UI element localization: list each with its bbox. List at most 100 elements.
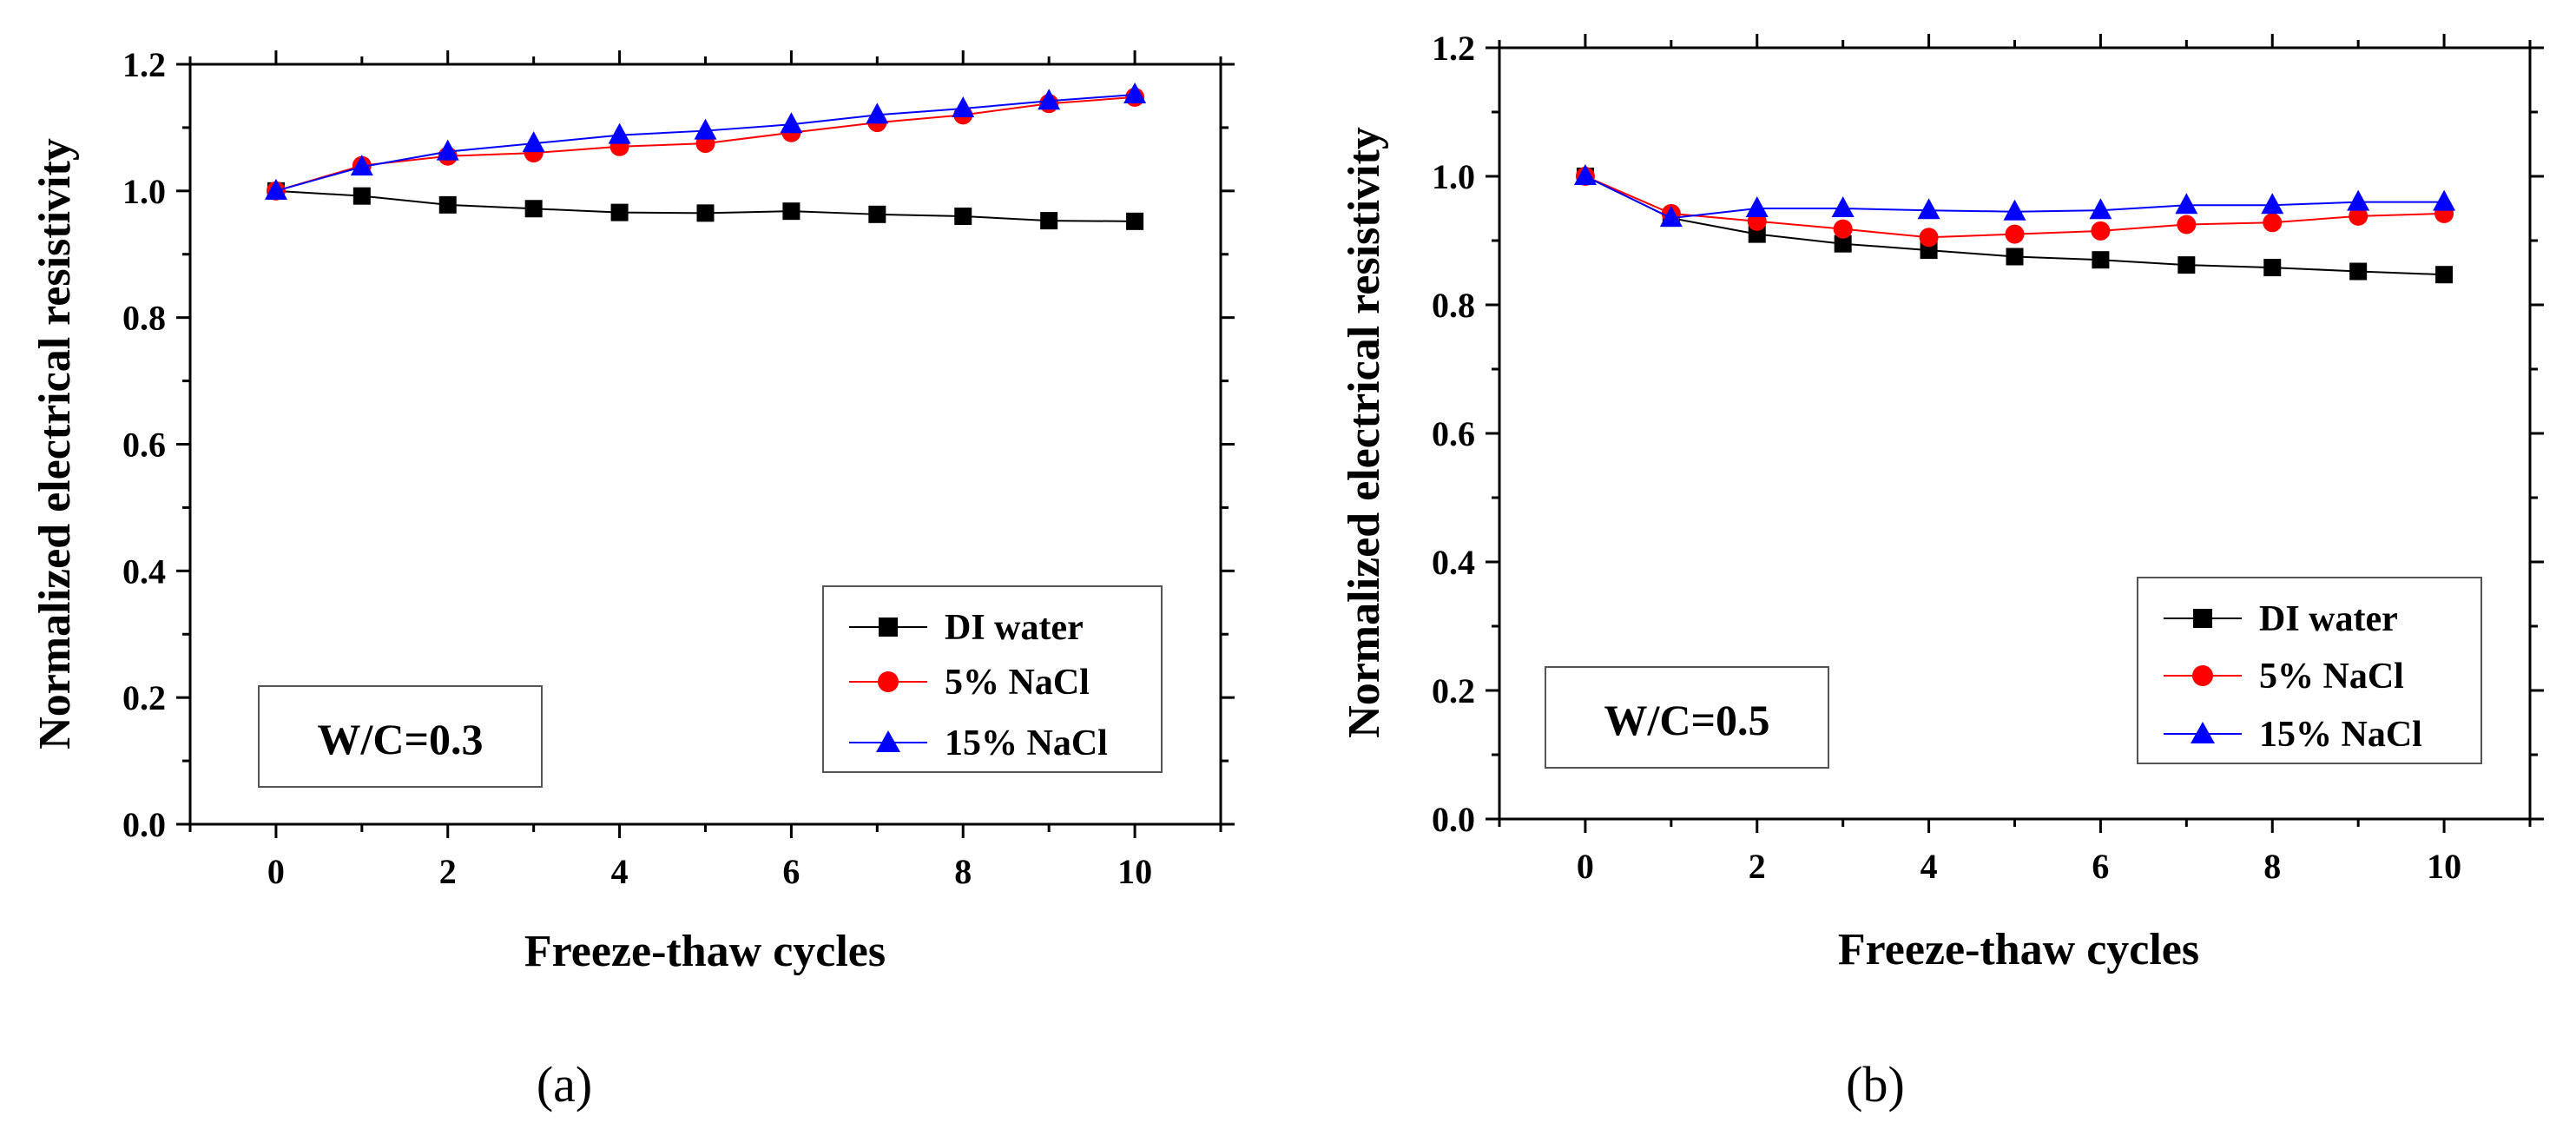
x-tick-label-a: 10 [1117,852,1152,891]
data-point-b-2-4 [1917,198,1940,220]
data-point-a-2-9 [1038,89,1061,110]
data-point-a-2-10 [1123,83,1147,103]
y-tick-label-b: 0.0 [1432,800,1475,839]
data-point-a-2-7 [866,102,889,124]
data-point-b-1-7 [2177,215,2197,234]
panel-label-a: (a) [537,1056,592,1113]
data-point-a-0-6 [782,202,800,221]
y-tick-label-b: 0.8 [1432,286,1475,325]
legend-item-b-1: 5% NaCl [2164,657,2404,697]
data-point-a-0-4 [610,203,629,221]
data-point-a-2-8 [952,96,975,118]
x-tick-label-b: 0 [1577,847,1594,886]
y-tick-label-a: 0.2 [122,678,166,717]
y-tick-label-b: 0.2 [1432,671,1475,710]
data-point-b-1-8 [2263,213,2283,233]
data-point-b-0-2 [1748,225,1766,243]
data-point-b-2-8 [2261,193,2284,215]
data-point-a-0-2 [438,195,457,214]
y-tick-label-b: 0.4 [1432,543,1475,582]
legend-a: DI water 5% NaCl 15% NaCl [822,585,1163,773]
data-point-b-2-7 [2175,193,2198,215]
x-tick-label-a: 0 [267,852,285,891]
data-point-b-0-8 [2263,259,2282,277]
legend-label-b-2: 15% NaCl [2259,715,2422,755]
data-point-a-0-10 [1126,212,1144,230]
y-tick-label-a: 1.0 [122,172,166,211]
legend-label-b-1: 5% NaCl [2259,657,2404,697]
legend-label-a-2: 15% NaCl [945,723,1108,763]
legend-item-a-2: 15% NaCl [849,723,1108,763]
data-point-a-0-9 [1040,212,1058,230]
legend-item-b-0: DI water [2164,599,2398,639]
data-point-b-2-1 [1659,206,1683,228]
data-point-a-2-2 [436,139,459,161]
y-tick-label-a: 1.2 [122,45,166,84]
x-axis-title-a: Freeze-thaw cycles [524,927,886,976]
data-point-b-2-5 [2003,199,2026,221]
data-point-b-0-5 [2006,248,2024,266]
data-point-b-1-4 [1919,228,1939,248]
x-tick-label-b: 8 [2263,847,2281,886]
y-tick-label-a: 0.0 [122,805,166,844]
x-tick-label-a: 2 [439,852,457,891]
data-point-b-0-6 [2092,251,2110,269]
x-tick-label-b: 2 [1749,847,1766,886]
x-tick-label-a: 8 [954,852,972,891]
legend-b: DI water 5% NaCl 15% NaCl [2137,577,2482,764]
data-point-b-0-7 [2177,256,2196,274]
data-point-b-1-3 [1833,219,1853,239]
legend-label-b-0: DI water [2259,599,2398,639]
chart-panel-a: 0 2 4 6 8 10 0.0 0.2 0.4 0.6 0.8 1.0 1.2 Normalized … [30,45,1235,1113]
y-axis-title-a: Normalized electrical resistivity [30,138,80,750]
data-point-b-1-5 [2005,224,2025,244]
y-tick-label-a: 0.6 [122,426,166,465]
legend-item-b-2: 15% NaCl [2164,715,2422,755]
y-tick-label-b: 0.6 [1432,414,1475,453]
annotation-box-a [258,685,543,788]
legend-label-a-1: 5% NaCl [945,663,1090,703]
x-tick-label-b: 4 [1920,847,1938,886]
data-point-a-0-8 [954,208,972,225]
annotation-box-b [1545,666,1829,769]
y-tick-label-a: 0.8 [122,299,166,338]
y-tick-label-b: 1.2 [1432,29,1475,68]
data-point-b-2-6 [2089,198,2112,220]
x-tick-label-b: 6 [2092,847,2109,886]
legend-item-a-1: 5% NaCl [849,663,1090,703]
data-point-b-2-10 [2433,189,2456,211]
data-point-b-1-9 [2349,206,2368,226]
annotation-wc-b: W/C=0.5 [1604,696,1770,744]
data-point-a-0-5 [696,204,715,222]
data-point-a-2-3 [522,131,545,153]
data-point-b-2-3 [1831,196,1855,217]
data-point-b-2-2 [1745,196,1769,217]
data-point-b-2-0 [1573,164,1597,185]
data-point-b-0-10 [2435,266,2454,284]
data-point-a-2-1 [350,155,373,176]
data-point-a-0-7 [868,205,886,223]
data-point-a-2-5 [694,118,717,140]
data-point-b-0-9 [2349,262,2368,281]
annotation-wc-a: W/C=0.3 [318,715,484,763]
x-tick-label-a: 4 [611,852,629,891]
y-tick-label-a: 0.4 [122,551,166,591]
panel-label-b: (b) [1846,1056,1905,1113]
y-axis-title-b: Normalized electrical resistivity [1340,127,1389,738]
x-axis-title-b: Freeze-thaw cycles [1838,925,2199,974]
data-point-a-0-3 [524,200,543,218]
chart-panel-b: 0 2 4 6 8 10 0.0 0.2 0.4 0.6 0.8 1.0 1.2 Normalized … [1340,29,2544,1113]
data-point-a-2-6 [780,112,803,134]
data-point-a-2-4 [608,122,631,144]
data-point-b-0-3 [1834,234,1852,253]
data-point-b-1-6 [2091,221,2111,241]
data-point-a-2-0 [264,178,287,200]
data-point-a-0-1 [352,187,371,205]
data-point-b-0-4 [1920,241,1938,260]
data-point-b-2-9 [2347,189,2370,211]
x-tick-label-b: 10 [2427,847,2461,886]
legend-label-a-0: DI water [945,608,1084,648]
y-tick-label-b: 1.0 [1432,157,1475,196]
legend-item-a-0: DI water [849,608,1084,648]
